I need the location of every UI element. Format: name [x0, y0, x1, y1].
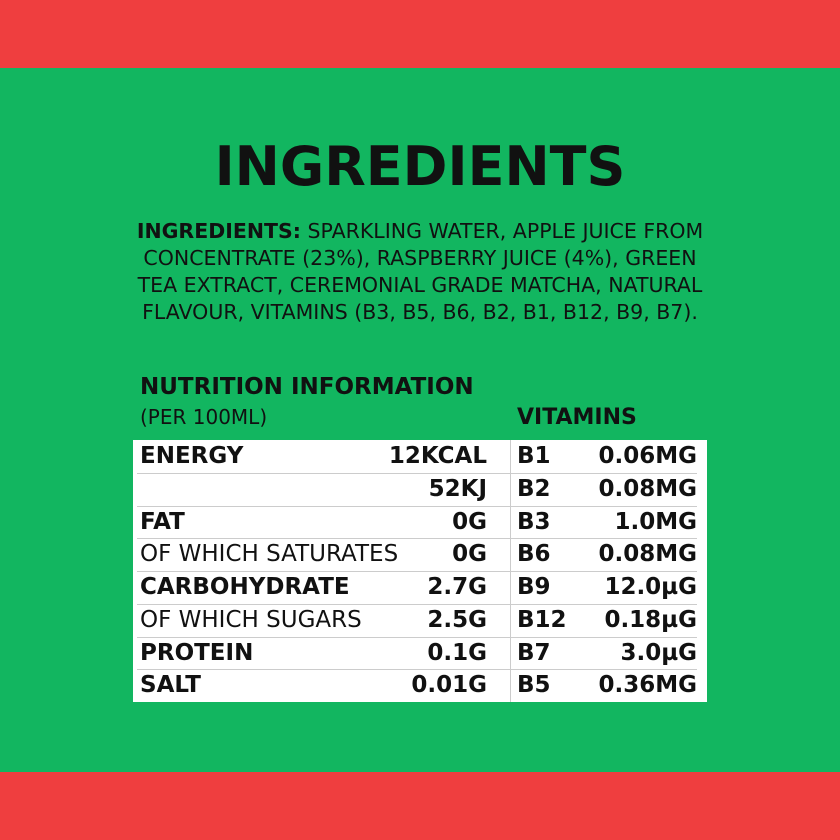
table-row: OF WHICH SATURATES 0G B6 0.08MG [137, 538, 697, 572]
nutrition-table: ENERGY 12KCAL B1 0.06MG 52KJ B2 0.08MG FAT 0G B3 1… [133, 440, 707, 702]
nutrient-value: 52KJ [428, 475, 487, 502]
table-row: ENERGY 12KCAL B1 0.06MG [137, 440, 697, 474]
table-row: FAT 0G B3 1.0MG [137, 506, 697, 540]
vitamin-amount: 0.18µG [604, 606, 697, 633]
nutrition-heading: NUTRITION INFORMATION [140, 374, 474, 400]
top-red-band [0, 0, 840, 68]
vitamin-amount: 3.0µG [620, 639, 697, 666]
nutrient-value: 12KCAL [388, 443, 487, 469]
ingredients-label: INGREDIENTS: [136, 219, 301, 243]
vitamin-amount: 1.0MG [614, 508, 697, 535]
ingredients-list: SPARKLING WATER, APPLE JUICE FROM CONCEN… [137, 219, 704, 324]
nutrient-value: 2.5G [427, 606, 487, 633]
nutrient-value: 2.7G [427, 574, 487, 600]
table-row: 52KJ B2 0.08MG [137, 473, 697, 507]
nutrient-label: PROTEIN [140, 639, 254, 666]
bottom-red-band [0, 772, 840, 840]
vitamin-amount: 0.08MG [598, 541, 697, 568]
nutrient-value: 0G [452, 508, 487, 535]
column-divider [510, 440, 511, 702]
ingredients-text: INGREDIENTS: SPARKLING WATER, APPLE JUIC… [135, 218, 705, 326]
vitamin-name: B3 [517, 508, 551, 535]
vitamin-amount: 0.06MG [598, 443, 697, 469]
vitamin-name: B2 [517, 475, 551, 502]
nutrient-label: OF WHICH SUGARS [140, 606, 362, 633]
vitamin-amount: 12.0µG [604, 574, 697, 600]
vitamin-name: B7 [517, 639, 551, 666]
vitamins-heading: VITAMINS [517, 405, 637, 430]
nutrient-label: OF WHICH SATURATES [140, 541, 399, 568]
vitamin-amount: 0.08MG [598, 475, 697, 502]
nutrient-value: 0G [452, 541, 487, 568]
vitamin-name: B1 [517, 443, 551, 469]
vitamin-name: B12 [517, 606, 567, 633]
page-title: INGREDIENTS [214, 135, 626, 198]
nutrient-value: 0.01G [411, 672, 487, 699]
nutrient-label: SALT [140, 672, 201, 699]
nutrient-label: ENERGY [140, 443, 244, 469]
nutrient-value: 0.1G [427, 639, 487, 666]
nutrient-label: CARBOHYDRATE [140, 574, 350, 600]
vitamin-name: B9 [517, 574, 551, 600]
vitamin-amount: 0.36MG [598, 672, 697, 699]
table-row: PROTEIN 0.1G B7 3.0µG [137, 637, 697, 671]
vitamin-name: B6 [517, 541, 551, 568]
table-row: OF WHICH SUGARS 2.5G B12 0.18µG [137, 604, 697, 638]
vitamin-name: B5 [517, 672, 551, 699]
nutrient-label: FAT [140, 508, 185, 535]
table-row: CARBOHYDRATE 2.7G B9 12.0µG [137, 571, 697, 605]
nutrition-subheading: (PER 100ML) [140, 405, 268, 429]
table-row: SALT 0.01G B5 0.36MG [137, 669, 697, 702]
